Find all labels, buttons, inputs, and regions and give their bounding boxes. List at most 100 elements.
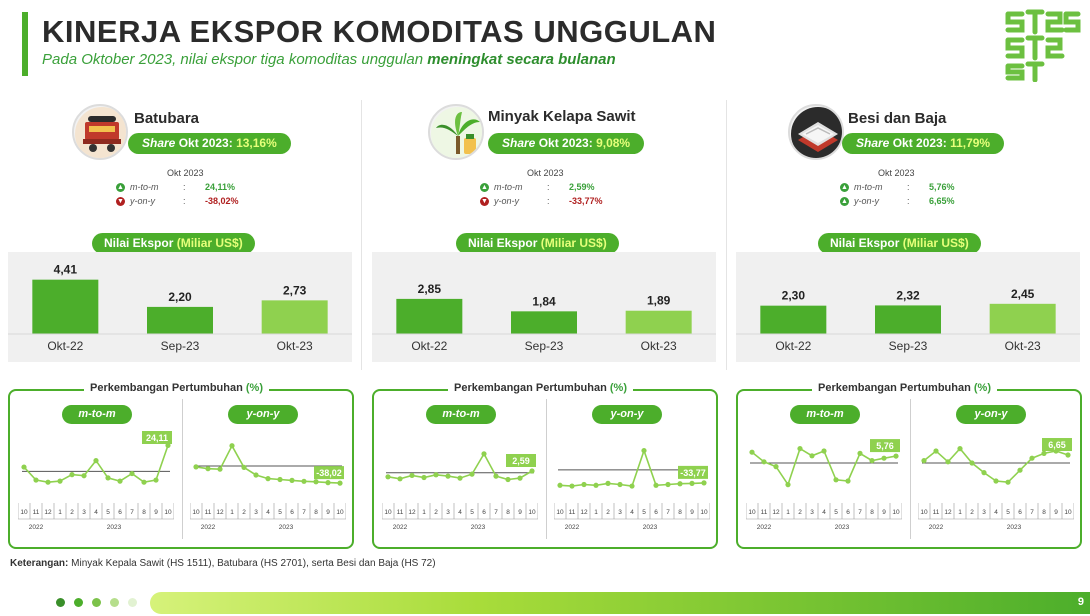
share-prefix: Share [142,136,176,150]
year-label: 2022 [929,524,944,531]
pager-dot[interactable] [74,598,83,607]
data-point [593,482,599,488]
footnote: Keterangan: Minyak Kepala Sawit (HS 1511… [10,558,436,569]
x-tick-label: 12 [408,509,416,516]
coal-cart-icon [72,104,128,160]
x-tick-label: 10 [748,509,756,516]
x-tick-label: 7 [858,509,862,516]
data-point [57,478,63,484]
x-tick-label: 9 [518,509,522,516]
stat-label: m-to-m [494,182,523,192]
page-title: KINERJA EKSPOR KOMODITAS UNGGULAN [42,14,717,49]
pager-dot[interactable] [56,598,65,607]
pager-dot[interactable] [110,598,119,607]
period-label: Okt 2023 [167,168,204,178]
pager-dot[interactable] [128,598,137,607]
bar-category-label: Sep-23 [525,339,564,353]
nilai-ekspor-badge: Nilai Ekspor (Miliar US$) [456,233,619,254]
x-tick-label: 10 [556,509,564,516]
commodity-name: Batubara [134,110,200,127]
stat-yoy: ▲ y-on-y : 6,65% [840,196,980,208]
palm-oil-icon [428,104,484,160]
bar [32,279,99,334]
bar-category-label: Sep-23 [161,339,200,353]
data-point [289,477,295,483]
bar [261,300,328,334]
data-point [457,475,463,481]
nilai-unit: (Miliar US$) [176,236,243,250]
data-point [445,473,451,479]
x-tick-label: 5 [834,509,838,516]
x-tick-label: 6 [290,509,294,516]
x-tick-label: 4 [630,509,634,516]
x-tick-label: 4 [994,509,998,516]
year-label: 2022 [757,524,772,531]
mtm-pill: m-to-m [790,405,860,424]
period-label: Okt 2023 [527,168,564,178]
data-point [605,480,611,486]
x-tick-label: 4 [458,509,462,516]
bar-chart: 2,30 Okt-22 2,32 Sep-23 2,45 Okt-23 [736,287,1080,353]
bar-value-label: 2,85 [418,282,442,296]
subtitle-emphasis: meningkat secara bulanan [427,51,616,68]
data-point [869,458,875,464]
footnote-label: Keterangan: [10,558,69,569]
growth-divider [910,399,911,539]
bar [511,311,577,334]
data-point [689,480,695,486]
data-point [193,464,199,470]
x-tick-label: 10 [700,509,708,516]
year-label: 2022 [393,524,408,531]
growth-label: Perkembangan Pertumbuhan [90,382,246,394]
coal-cart-graphic [75,107,126,158]
stat-value: 24,11% [205,182,236,192]
x-tick-label: 3 [82,509,86,516]
x-tick-label: 10 [336,509,344,516]
data-point [325,480,331,486]
year-label: 2023 [1007,524,1022,531]
data-point [165,442,171,448]
x-tick-label: 4 [94,509,98,516]
year-label: 2022 [201,524,216,531]
bar-value-label: 2,30 [782,289,806,303]
data-point [229,443,235,449]
last-value-badge [506,454,536,468]
data-point [337,480,343,486]
bar-chart-panel: 2,85 Okt-22 1,84 Sep-23 1,89 Okt-23 [372,252,716,362]
x-tick-label: 7 [1030,509,1034,516]
x-tick-label: 8 [870,509,874,516]
data-point [1017,467,1023,473]
last-value-label: -33,77 [680,468,706,478]
x-tick-label: 10 [20,509,28,516]
bar [625,310,692,334]
year-label: 2023 [107,524,122,531]
data-point [1029,455,1035,461]
title-accent-bar [22,12,28,76]
pager-dot[interactable] [92,598,101,607]
data-point [81,473,87,479]
commodity-name: Minyak Kelapa Sawit [488,108,636,125]
data-point [677,481,683,487]
share-prefix: Share [502,136,536,150]
bar [989,303,1056,334]
x-tick-label: 11 [205,509,212,516]
x-tick-label: 2 [242,509,246,516]
x-tick-label: 12 [772,509,780,516]
data-point [773,464,779,470]
stat-colon: : [183,196,186,206]
data-point [517,475,523,481]
page-number: 9 [1077,596,1084,608]
last-value-label: 5,76 [876,441,894,451]
data-point [761,459,767,465]
x-tick-label: 6 [846,509,850,516]
x-tick-label: 5 [1006,509,1010,516]
x-tick-label: 9 [326,509,330,516]
last-value-badge [870,439,900,453]
bar-value-label: 2,20 [168,290,192,304]
bar-value-label: 4,41 [54,263,78,277]
